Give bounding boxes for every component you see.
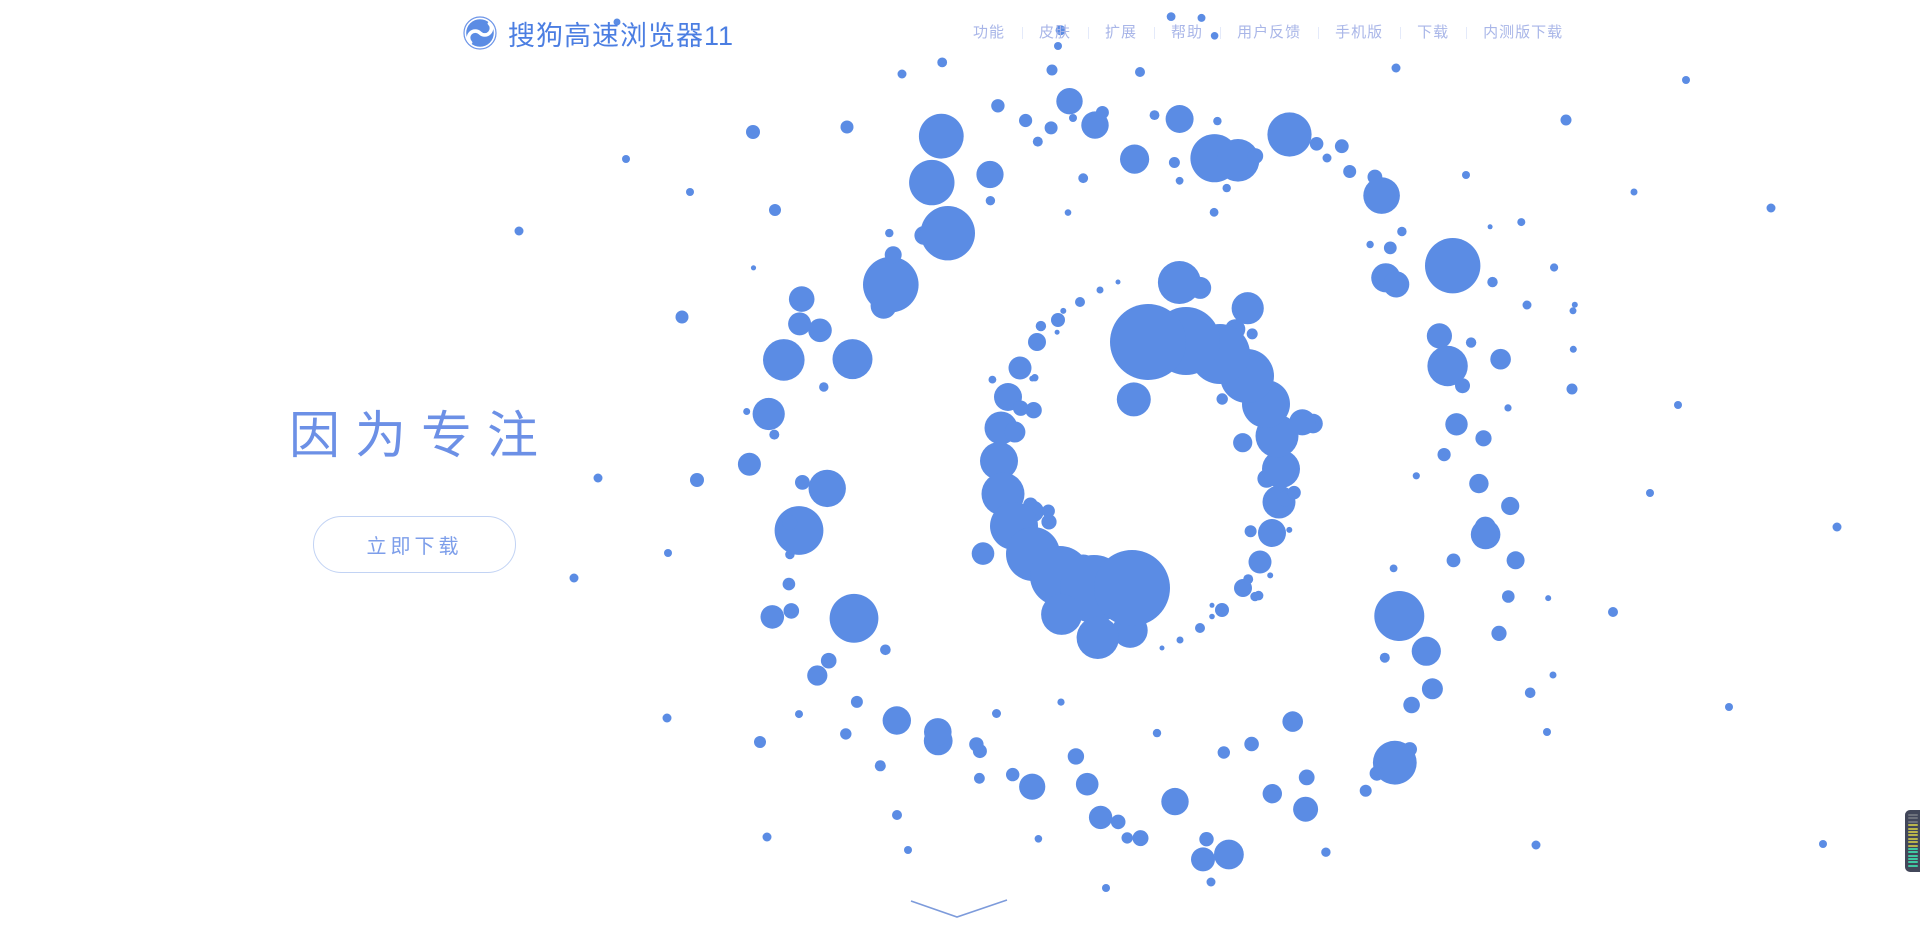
- download-now-button[interactable]: 立即下载: [313, 516, 516, 573]
- nav-item-skins[interactable]: 皮肤: [1022, 23, 1088, 43]
- widget-level-bar: [1908, 814, 1918, 816]
- widget-level-bar: [1908, 834, 1918, 837]
- widget-level-bar: [1908, 847, 1918, 850]
- widget-level-bar: [1908, 837, 1918, 840]
- nav-item-mobile[interactable]: 手机版: [1318, 23, 1400, 43]
- widget-level-bar: [1908, 861, 1918, 864]
- brand-title: 搜狗高速浏览器11: [508, 20, 735, 51]
- widget-level-bar: [1908, 851, 1918, 854]
- brand[interactable]: 搜狗高速浏览器11: [463, 14, 734, 52]
- widget-level-bar: [1908, 844, 1918, 847]
- widget-level-bar: [1908, 830, 1918, 833]
- nav-item-feedback[interactable]: 用户反馈: [1220, 23, 1318, 43]
- hero-headline: 因为专注: [289, 407, 554, 464]
- nav-item-extensions[interactable]: 扩展: [1088, 23, 1154, 43]
- widget-level-bar: [1908, 827, 1918, 830]
- widget-level-bar: [1908, 820, 1918, 823]
- widget-level-bar: [1908, 824, 1918, 827]
- sogou-s-icon: [463, 16, 497, 50]
- edge-activity-widget[interactable]: [1905, 810, 1920, 872]
- top-nav: 功能 皮肤 扩展 帮助 用户反馈 手机版 下载 内测版下载: [956, 23, 1580, 43]
- widget-level-bar: [1908, 854, 1918, 857]
- nav-item-features[interactable]: 功能: [973, 24, 1006, 41]
- widget-level-bar: [1908, 817, 1918, 820]
- widget-level-bar: [1908, 841, 1918, 844]
- widget-level-bar: [1908, 858, 1918, 861]
- nav-item-download[interactable]: 下载: [1400, 23, 1466, 43]
- chevron-down-icon[interactable]: [903, 892, 1015, 922]
- nav-item-help[interactable]: 帮助: [1154, 23, 1220, 43]
- widget-level-bar: [1908, 864, 1918, 867]
- nav-item-beta-download[interactable]: 内测版下载: [1466, 23, 1580, 43]
